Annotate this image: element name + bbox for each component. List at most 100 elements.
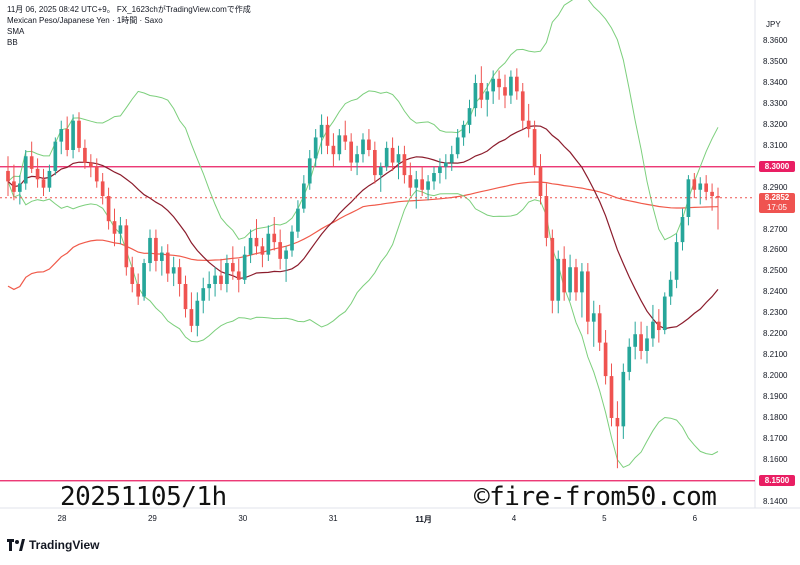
time-tick-label: 31 bbox=[328, 514, 338, 523]
indicator-sma-label[interactable]: SMA bbox=[7, 27, 25, 36]
candle-body bbox=[686, 179, 691, 217]
price-tick-label: 8.1600 bbox=[763, 454, 788, 464]
candle-body bbox=[337, 135, 342, 155]
candle-body bbox=[154, 237, 158, 261]
time-tick-label: 30 bbox=[238, 514, 248, 523]
price-tick-label: 8.2300 bbox=[763, 308, 788, 318]
time-tick-label: 11月 bbox=[415, 515, 432, 524]
candle-body bbox=[538, 166, 543, 197]
candle-body bbox=[668, 279, 673, 297]
candle-body bbox=[550, 237, 555, 301]
price-tick-label: 8.3600 bbox=[763, 36, 788, 46]
candle-body bbox=[497, 78, 501, 88]
candle-body bbox=[41, 179, 46, 188]
candle-body bbox=[242, 254, 247, 280]
candle-body bbox=[467, 108, 472, 125]
candle-body bbox=[384, 147, 389, 167]
tradingview-logo[interactable]: TradingView bbox=[7, 537, 99, 553]
candle-body bbox=[136, 283, 141, 297]
candle-body bbox=[296, 208, 300, 232]
price-tick-label: 8.2000 bbox=[763, 371, 788, 381]
candle-body bbox=[53, 141, 58, 171]
price-tick-label: 8.1900 bbox=[763, 392, 788, 402]
candle-body bbox=[35, 168, 40, 180]
candle-body bbox=[59, 129, 64, 142]
price-tick-label: 8.2700 bbox=[763, 224, 788, 234]
candle-body bbox=[503, 87, 507, 96]
price-tick-label: 8.2600 bbox=[763, 245, 788, 255]
candle-body bbox=[473, 82, 478, 109]
time-tick-label: 4 bbox=[511, 514, 517, 523]
candle-body bbox=[313, 137, 318, 159]
candle-body bbox=[479, 82, 484, 100]
candle-body bbox=[615, 417, 620, 427]
candle-body bbox=[278, 242, 283, 259]
candle-body bbox=[319, 124, 324, 138]
candle-body bbox=[514, 76, 519, 92]
candle-body bbox=[562, 258, 567, 293]
last-price-value: 8.2852 bbox=[764, 192, 790, 202]
candle-body bbox=[680, 216, 685, 243]
candle-body bbox=[165, 252, 170, 274]
candle-body bbox=[633, 334, 638, 347]
tradingview-logo-icon bbox=[7, 539, 25, 551]
indicator-bb-label[interactable]: BB bbox=[7, 38, 18, 47]
candle-body bbox=[77, 120, 81, 148]
candle-body bbox=[651, 321, 655, 339]
candle-body bbox=[455, 137, 460, 155]
bollinger-upper-band bbox=[7, 0, 719, 241]
candle-body bbox=[307, 158, 312, 184]
symbol-title[interactable]: Mexican Peso/Japanese Yen · 1時間 · Saxo bbox=[7, 16, 163, 25]
candle-body bbox=[207, 283, 212, 289]
candle-body bbox=[402, 154, 407, 176]
time-tick-label: 5 bbox=[602, 514, 607, 523]
candle-body bbox=[526, 120, 531, 130]
candle-body bbox=[213, 275, 217, 284]
watermark-text: ©fire-from50.com bbox=[474, 482, 717, 512]
candle-body bbox=[148, 237, 152, 264]
candle-body bbox=[355, 154, 359, 163]
currency-label: JPY bbox=[766, 20, 781, 29]
candle-body bbox=[331, 145, 336, 155]
candle-body bbox=[290, 231, 294, 251]
time-tick-label: 29 bbox=[147, 514, 157, 523]
price-tick-label: 8.1700 bbox=[763, 433, 788, 443]
price-tick-label: 8.2900 bbox=[763, 182, 788, 192]
candle-body bbox=[491, 78, 496, 92]
candle-body bbox=[568, 267, 572, 293]
candle-body bbox=[432, 173, 436, 182]
candle-body bbox=[443, 162, 448, 167]
price-tick-label: 8.3200 bbox=[763, 119, 788, 129]
candle-body bbox=[656, 321, 661, 331]
candle-body bbox=[438, 166, 442, 174]
candle-body bbox=[603, 342, 608, 377]
candle-body bbox=[710, 191, 714, 197]
price-tick-label: 8.2400 bbox=[763, 287, 788, 297]
bar-countdown: 17:05 bbox=[766, 202, 788, 212]
candle-body bbox=[47, 170, 52, 188]
candle-body bbox=[704, 183, 709, 192]
candle-body bbox=[414, 179, 419, 188]
candle-body bbox=[449, 154, 454, 163]
candle-body bbox=[12, 181, 16, 192]
candle-body bbox=[396, 154, 401, 163]
candle-body bbox=[201, 288, 206, 301]
candle-body bbox=[378, 166, 383, 176]
candle-body bbox=[325, 124, 330, 146]
candle-body bbox=[574, 267, 578, 293]
candle-body bbox=[142, 263, 146, 297]
candle-body bbox=[662, 296, 667, 331]
candle-body bbox=[260, 246, 265, 255]
candle-body bbox=[390, 147, 395, 163]
price-tick-label: 8.2500 bbox=[763, 266, 788, 276]
candle-body bbox=[195, 300, 200, 326]
candle-body bbox=[674, 242, 679, 280]
candle-body bbox=[301, 183, 306, 209]
candle-body bbox=[130, 267, 135, 284]
price-tick-label: 8.2200 bbox=[763, 329, 788, 339]
candle-body bbox=[88, 162, 93, 167]
candle-body bbox=[94, 166, 99, 182]
time-tick-label: 28 bbox=[57, 514, 67, 523]
